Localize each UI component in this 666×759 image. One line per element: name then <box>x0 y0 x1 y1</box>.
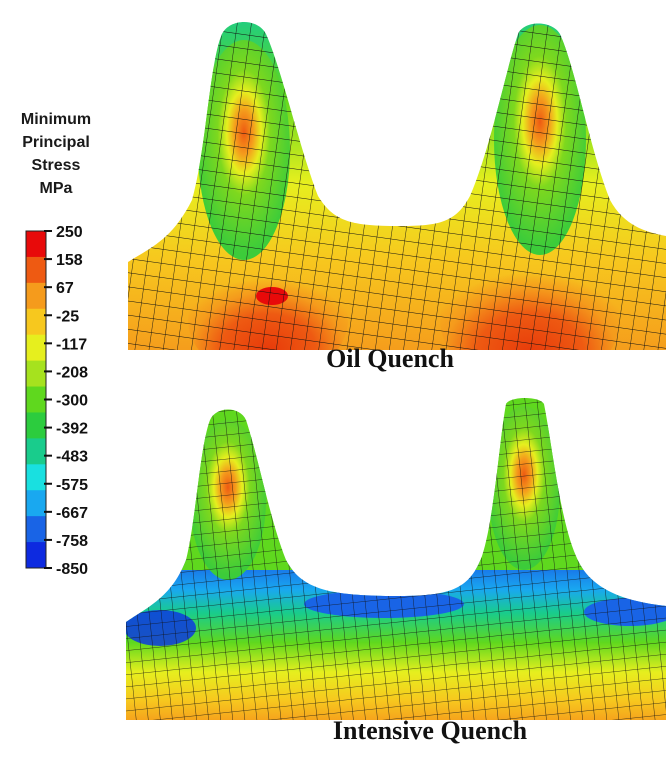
legend-tick-label: -483 <box>56 449 88 466</box>
legend-swatch <box>26 542 46 569</box>
oil-quench-gear-mesh <box>128 22 666 350</box>
intensive-quench-gear-mesh <box>126 398 666 720</box>
legend-title-line-2: Principal <box>22 134 90 151</box>
legend-title-line-1: Minimum <box>20 111 92 128</box>
legend-title: Minimum Principal Stress MPa <box>0 108 112 200</box>
legend-swatch <box>26 334 46 362</box>
legend-swatch <box>26 360 46 388</box>
legend-swatch <box>26 386 46 413</box>
color-legend: 250 158 67 -25 -117 -208 -300 -392 -483 -575 -667 -… <box>25 224 88 578</box>
legend-swatch <box>26 438 46 465</box>
legend-tick-label: -667 <box>56 505 88 522</box>
legend-swatch <box>26 516 46 543</box>
legend-swatch <box>26 282 46 310</box>
legend-tick-label: -392 <box>56 421 88 438</box>
legend-title-line-3: Stress <box>31 157 81 174</box>
legend-tick-label: -25 <box>56 308 79 325</box>
oil-quench-caption: Oil Quench <box>326 344 454 373</box>
legend-tick-label: 158 <box>56 252 83 269</box>
legend-tick-label: 250 <box>56 224 83 241</box>
legend-tick-label: -758 <box>56 533 88 550</box>
legend-swatch <box>26 256 46 284</box>
legend-swatch <box>26 490 46 517</box>
legend-ticks: 250 158 67 -25 -117 -208 -300 -392 -483 -575 -667 -… <box>44 224 88 578</box>
legend-swatch <box>26 308 46 336</box>
legend-tick-label: -117 <box>56 336 87 353</box>
legend-swatch <box>26 464 46 491</box>
legend-tick-label: 67 <box>56 280 74 297</box>
intensive-quench-caption: Intensive Quench <box>332 716 528 745</box>
legend-tick-label: -208 <box>56 364 88 381</box>
legend-tick-label: -850 <box>56 561 88 578</box>
legend-swatch <box>26 231 46 258</box>
legend-swatch <box>26 412 46 439</box>
legend-tick-label: -300 <box>56 393 88 410</box>
legend-tick-label: -575 <box>56 477 88 494</box>
legend-title-line-4: MPa <box>39 180 73 197</box>
